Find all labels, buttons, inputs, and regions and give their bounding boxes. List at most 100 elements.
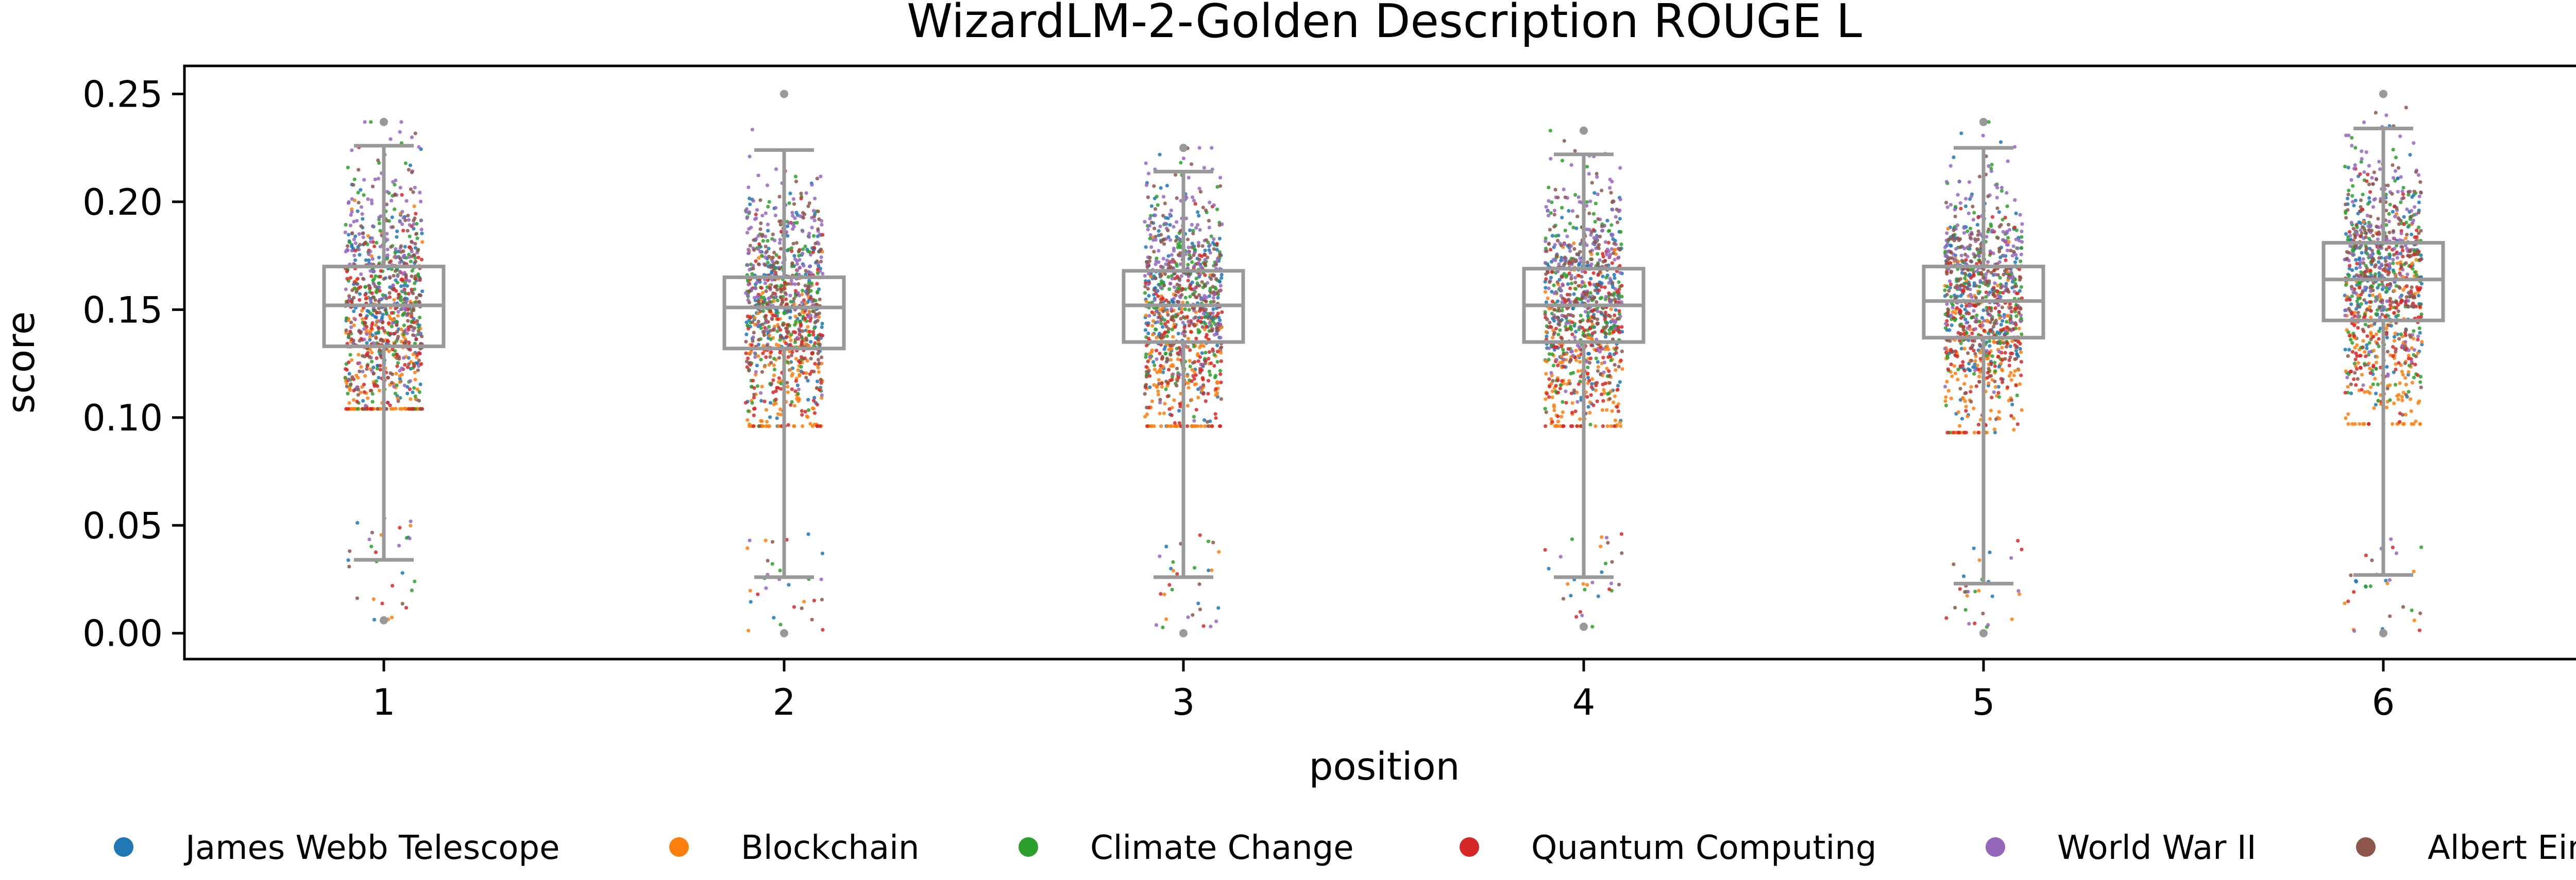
strip-point: [407, 279, 412, 283]
strip-point: [801, 424, 805, 428]
strip-point: [374, 323, 378, 327]
strip-point: [1163, 221, 1167, 226]
strip-point: [766, 559, 770, 563]
strip-point: [2385, 365, 2389, 369]
strip-point: [1175, 384, 1179, 388]
strip-point: [2003, 216, 2007, 220]
strip-point: [357, 248, 361, 252]
strip-point: [781, 300, 785, 304]
strip-point: [794, 357, 798, 361]
strip-point: [801, 329, 805, 333]
strip-point: [1591, 271, 1596, 275]
strip-point: [355, 209, 360, 213]
strip-point: [413, 256, 417, 260]
strip-point: [1215, 332, 1219, 336]
strip-point: [1620, 284, 1624, 288]
strip-point: [1964, 197, 1968, 201]
strip-point: [397, 292, 401, 297]
strip-point: [1154, 235, 1158, 239]
strip-point: [771, 328, 775, 332]
strip-point: [1144, 365, 1148, 369]
strip-point: [820, 334, 825, 338]
strip-point: [1596, 594, 1600, 598]
strip-point: [377, 285, 381, 289]
strip-point: [1617, 297, 1621, 301]
strip-point: [790, 262, 794, 266]
strip-point: [382, 296, 386, 300]
strip-point: [1618, 217, 1622, 221]
strip-point: [365, 332, 369, 336]
strip-point: [770, 265, 774, 269]
strip-point: [1176, 332, 1180, 336]
strip-point: [797, 398, 801, 402]
strip-point: [1959, 316, 1963, 320]
strip-point: [1972, 309, 1976, 313]
strip-point: [1166, 313, 1170, 317]
strip-point: [745, 546, 750, 550]
strip-point: [1975, 247, 1979, 251]
strip-point: [343, 376, 347, 380]
strip-point: [778, 407, 783, 411]
strip-point: [1191, 231, 1195, 236]
strip-point: [1964, 321, 1969, 325]
strip-point: [411, 407, 415, 411]
strip-point: [2014, 356, 2019, 361]
strip-point: [1607, 332, 1612, 336]
strip-point: [796, 392, 800, 396]
strip-point: [773, 314, 777, 318]
strip-point: [770, 294, 774, 298]
strip-point: [2001, 319, 2005, 323]
strip-point: [1199, 320, 1203, 324]
strip-point: [1544, 277, 1548, 281]
strip-point: [355, 407, 360, 411]
strip-point: [1552, 308, 1556, 312]
strip-point: [1172, 247, 1176, 251]
strip-point: [1568, 382, 1572, 386]
strip-point: [416, 329, 421, 333]
strip-point: [794, 379, 798, 383]
strip-point: [399, 120, 403, 124]
strip-point: [1598, 270, 1602, 274]
strip-point: [1201, 383, 1206, 387]
strip-point: [1198, 189, 1203, 194]
strip-point: [1976, 423, 1981, 427]
strip-point: [1978, 351, 1982, 355]
strip-point: [1158, 554, 1162, 558]
strip-point: [1608, 277, 1612, 281]
strip-point: [819, 175, 823, 179]
strip-point: [417, 399, 421, 403]
strip-point: [776, 412, 780, 416]
strip-point: [2005, 204, 2009, 209]
strip-point: [407, 252, 411, 257]
strip-point: [398, 407, 402, 411]
strip-point: [365, 324, 369, 329]
strip-point: [402, 384, 406, 388]
strip-point: [1211, 541, 1215, 545]
strip-point: [418, 407, 422, 411]
strip-point: [768, 401, 773, 405]
strip-point: [364, 258, 368, 262]
strip-point: [745, 418, 750, 422]
strip-point: [2012, 373, 2016, 377]
strip-point: [759, 357, 763, 361]
strip-point: [1170, 424, 1174, 428]
strip-point: [1572, 247, 1577, 251]
strip-point: [1570, 410, 1574, 415]
strip-point: [371, 224, 375, 228]
strip-point: [1619, 532, 1623, 536]
strip-point: [409, 397, 413, 401]
strip-point: [363, 320, 367, 325]
strip-point: [1192, 264, 1196, 268]
strip-point: [1571, 353, 1575, 358]
strip-point: [774, 167, 778, 171]
strip-point: [756, 592, 760, 596]
strip-point: [2015, 304, 2019, 308]
strip-point: [800, 409, 804, 413]
strip-point: [402, 298, 406, 302]
strip-point: [759, 391, 763, 395]
strip-point: [1150, 310, 1154, 315]
strip-point: [1962, 231, 1967, 235]
strip-point: [1589, 277, 1593, 281]
strip-point: [1570, 537, 1574, 541]
strip-point: [1163, 330, 1167, 334]
